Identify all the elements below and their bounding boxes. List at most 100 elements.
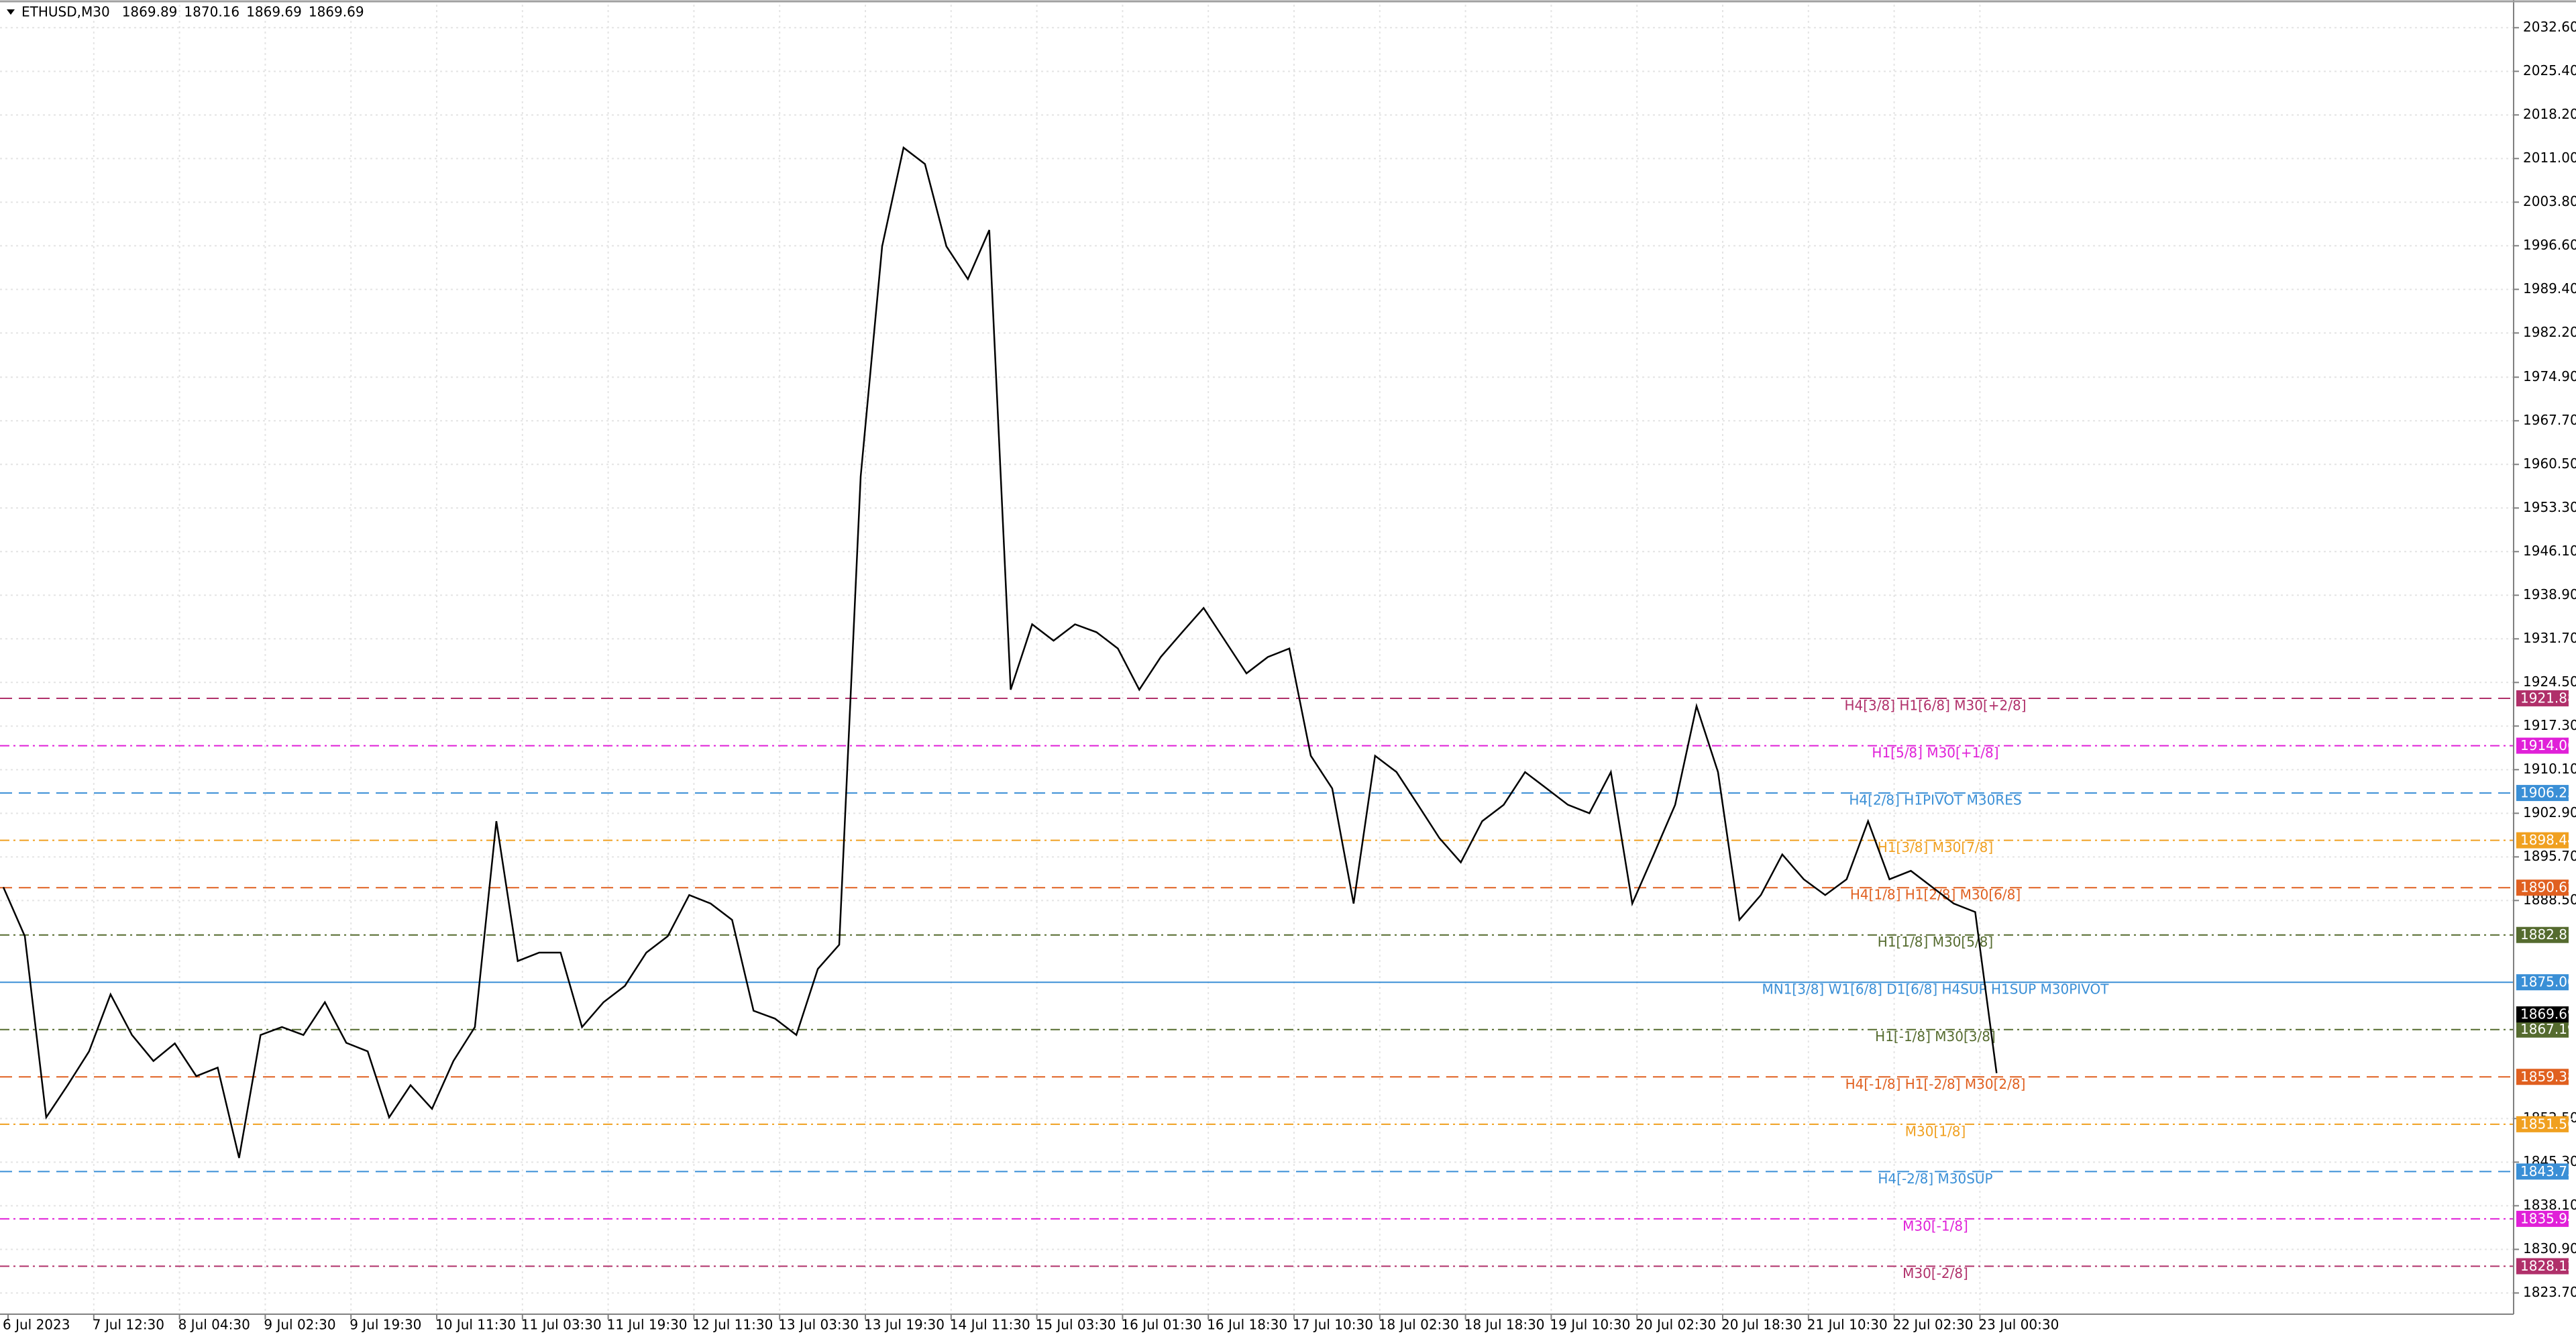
price-box-label: 1835.94: [2520, 1210, 2576, 1226]
price-box: [2516, 1069, 2569, 1085]
price-box-label: 1843.75: [2520, 1163, 2576, 1179]
y-tick-label: 1967.70: [2523, 412, 2576, 428]
y-tick-label: 2018.20: [2523, 106, 2576, 122]
price-box: [2516, 737, 2569, 754]
x-tick-label: 6 Jul 2023: [3, 1317, 70, 1333]
header-arrow: [7, 9, 15, 15]
level-label: H4[-2/8] M30SUP: [1878, 1171, 1992, 1187]
x-tick-label: 15 Jul 03:30: [1036, 1317, 1116, 1333]
x-tick-label: 8 Jul 04:30: [178, 1317, 250, 1333]
x-tick-label: 11 Jul 19:30: [607, 1317, 688, 1333]
level-label: H1[5/8] M30[+1/8]: [1872, 745, 1998, 761]
symbol-title: ETHUSD,M30: [21, 4, 110, 20]
price-box-label: 1914.06: [2520, 737, 2576, 753]
y-tick-label: 1974.90: [2523, 368, 2576, 384]
x-tick-label: 23 Jul 00:30: [1978, 1317, 2059, 1333]
quote-value: 1869.89: [122, 4, 178, 20]
quote-value: 1870.16: [184, 4, 239, 20]
x-tick-label: 17 Jul 10:30: [1293, 1317, 1373, 1333]
y-tick-label: 1823.70: [2523, 1284, 2576, 1300]
y-tick-label: 1902.90: [2523, 804, 2576, 820]
x-tick-label: 22 Jul 02:30: [1893, 1317, 1974, 1333]
levels: H4[3/8] H1[6/8] M30[+2/8] H1[5/8] M30[+1/…: [0, 697, 2514, 1281]
x-tick-label: 19 Jul 10:30: [1550, 1317, 1630, 1333]
quote-value: 1869.69: [246, 4, 302, 20]
price-box: [2516, 785, 2569, 802]
y-tick-label: 2025.40: [2523, 62, 2576, 78]
x-tick-label: 18 Jul 18:30: [1464, 1317, 1545, 1333]
price-box: [2516, 974, 2569, 991]
price-box-label: 1867.19: [2520, 1021, 2576, 1037]
price-box-label: 1875.00: [2520, 974, 2576, 990]
price-box: [2516, 832, 2569, 849]
plot: [2, 146, 1998, 1159]
x-tick-label: 18 Jul 02:30: [1379, 1317, 1459, 1333]
price-box-label: 1906.25: [2520, 785, 2576, 801]
level-label: M30[-2/8]: [1902, 1265, 1968, 1281]
price-box: [2516, 1116, 2569, 1132]
y-tick-label: 1917.30: [2523, 717, 2576, 733]
y-tick-label: 1982.20: [2523, 324, 2576, 340]
y-tick-label: 2032.60: [2523, 19, 2576, 35]
y-tick-label: 1895.70: [2523, 848, 2576, 864]
level-label: H4[3/8] H1[6/8] M30[+2/8]: [1844, 697, 2026, 713]
level-label: MN1[3/8] W1[6/8] D1[6/8] H4SUP H1SUP M30…: [1762, 981, 2109, 998]
price-box-label: 1890.62: [2520, 879, 2576, 896]
price-box-label: 1859.38: [2520, 1069, 2576, 1085]
y-tick-label: 1938.90: [2523, 586, 2576, 602]
x-tick-label: 13 Jul 03:30: [778, 1317, 859, 1333]
price-box: [2516, 1210, 2569, 1227]
level-label: M30[-1/8]: [1902, 1218, 1968, 1234]
current-price-box: [2516, 1006, 2569, 1023]
price-box-label: 1851.56: [2520, 1116, 2576, 1132]
level-label: H1[1/8] M30[5/8]: [1878, 934, 1993, 950]
level-label: H4[-1/8] H1[-2/8] M30[2/8]: [1845, 1076, 2026, 1092]
level-label: H1[3/8] M30[7/8]: [1878, 839, 1993, 855]
y-tick-label: 2011.00: [2523, 150, 2576, 166]
x-tick-label: 20 Jul 18:30: [1721, 1317, 1802, 1333]
price-box: [2516, 690, 2569, 706]
price-box: [2516, 879, 2569, 896]
y-tick-label: 1953.30: [2523, 499, 2576, 515]
x-tick-label: 10 Jul 11:30: [435, 1317, 516, 1333]
x-tick-label: 16 Jul 01:30: [1121, 1317, 1201, 1333]
x-tick-label: 14 Jul 11:30: [950, 1317, 1030, 1333]
x-tick-label: 7 Jul 12:30: [93, 1317, 164, 1333]
price-box: [2516, 1258, 2569, 1275]
y-tick-label: 1910.10: [2523, 761, 2576, 777]
price-box-label: 1882.81: [2520, 926, 2576, 943]
price-box-label: 1921.88: [2520, 690, 2576, 706]
price-box: [2516, 1163, 2569, 1180]
quote-value: 1869.69: [309, 4, 364, 20]
y-tick-label: 1830.90: [2523, 1240, 2576, 1256]
price-box-label: 1898.44: [2520, 832, 2576, 848]
level-label: H4[2/8] H1PIVOT M30RES: [1849, 792, 2021, 808]
level-label: H1[-1/8] M30[3/8]: [1875, 1028, 1996, 1045]
y-tick-label: 1996.60: [2523, 237, 2576, 253]
y-tick-label: 2003.80: [2523, 193, 2576, 209]
price-box-label: 1828.12: [2520, 1258, 2576, 1274]
y-tick-label: 1989.40: [2523, 280, 2576, 297]
x-tick-label: 20 Jul 02:30: [1635, 1317, 1716, 1333]
x-tick-label: 21 Jul 10:30: [1807, 1317, 1888, 1333]
x-tick-label: 9 Jul 19:30: [350, 1317, 421, 1333]
level-label: M30[1/8]: [1905, 1123, 1966, 1139]
y-tick-label: 1960.50: [2523, 456, 2576, 472]
y-tick-label: 1931.70: [2523, 630, 2576, 646]
x-tick-label: 11 Jul 03:30: [521, 1317, 602, 1333]
price-box: [2516, 926, 2569, 943]
x-tick-label: 9 Jul 02:30: [264, 1317, 335, 1333]
x-tick-label: 13 Jul 19:30: [864, 1317, 945, 1333]
x-tick-label: 12 Jul 11:30: [692, 1317, 773, 1333]
price-box: [2516, 1021, 2569, 1038]
grid: [0, 5, 2514, 1314]
y-tick-label: 1946.10: [2523, 543, 2576, 559]
y-tick-label: 1838.10: [2523, 1197, 2576, 1213]
current-price-label: 1869.69: [2520, 1006, 2576, 1022]
y-tick-label: 1924.50: [2523, 674, 2576, 690]
x-tick-label: 16 Jul 18:30: [1207, 1317, 1287, 1333]
